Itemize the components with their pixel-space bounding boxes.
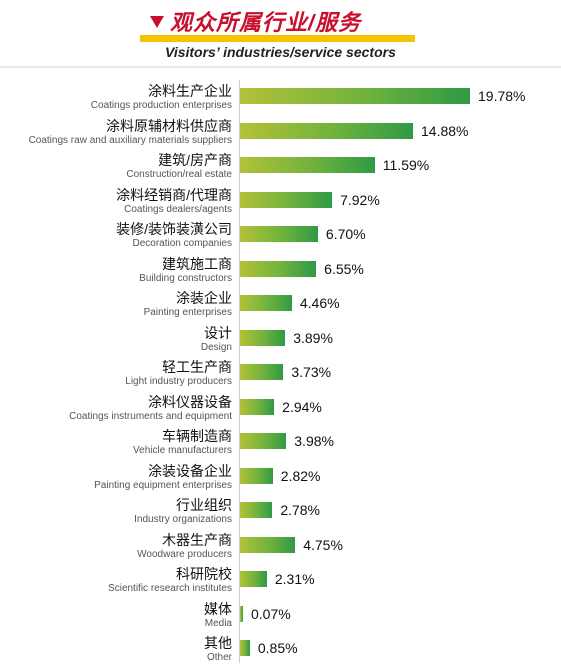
bar [240,260,317,277]
value-label: 19.78% [478,88,526,104]
value-label: 2.94% [282,398,322,415]
value-label: 2.31% [274,571,315,587]
category-label: 涂料仪器设备 [148,393,232,410]
category-label-en: Coatings production enterprises [90,100,232,111]
category-label: 涂料原辅材料供应商 [106,117,232,134]
bar [240,295,292,311]
bar [240,502,273,518]
bar [240,157,375,173]
category-label: 行业组织 [176,497,232,513]
category-label-en: Coatings dealers/agents [124,203,232,215]
category-label: 其他 [204,635,232,651]
category-label-en: Building constructors [139,272,232,284]
category-label-en: Media [204,617,232,629]
bar [240,88,470,104]
bar [240,398,275,415]
category-label: 媒体 [204,600,232,617]
category-label-en: Painting enterprises [143,307,232,318]
chart-title: 观众所属行业/服务 [170,10,362,35]
category-label-en: Decoration companies [132,238,233,249]
value-label: 6.55% [324,260,364,277]
bar [240,329,286,346]
value-label: 0.85% [257,640,298,656]
bar [240,226,318,242]
title-row: 观众所属行业/服务 [150,6,361,36]
category-label-en: Coatings instruments and equipment [69,410,232,422]
value-label: 4.75% [303,536,343,553]
category-label-en: Design [200,341,232,353]
category-label: 建筑施工商 [162,255,232,272]
header-divider [0,66,561,68]
value-label: 11.59% [382,157,430,173]
category-label: 设计 [204,324,232,341]
value-label: 4.46% [299,295,340,311]
category-label-en: Painting equipment enterprises [94,479,232,491]
value-label: 2.78% [280,502,321,518]
category-label-en: Vehicle manufacturers [133,445,232,456]
bar [240,433,287,449]
category-label-en: Construction/real estate [126,169,232,180]
value-label: 2.82% [280,467,321,484]
bar [240,364,284,380]
value-label: 14.88% [421,122,469,139]
category-label: 木器生产商 [162,531,232,548]
bar [240,571,267,587]
chart-header: 观众所属行业/服务 Visitors’ industries/service s… [0,0,561,68]
category-label: 建筑/房产商 [158,152,232,168]
bar [240,640,250,656]
category-axis-line [239,80,240,663]
category-label: 车辆制造商 [162,428,232,444]
category-label: 装修/装饰装潢公司 [116,221,232,237]
value-label: 7.92% [340,191,380,208]
bar [240,536,296,553]
category-label: 轻工生产商 [162,359,232,375]
value-label: 3.89% [293,329,333,346]
value-label: 3.73% [291,364,332,380]
category-label-en: Woodware producers [137,548,232,560]
category-label-en: Scientific research institutes [108,583,232,594]
category-label-en: Industry organizations [134,514,232,525]
category-label: 涂装设备企业 [148,462,232,479]
chart-subtitle: Visitors’ industries/service sectors [165,44,396,60]
category-label: 科研院校 [176,566,232,582]
category-label: 涂料经销商/代理商 [116,186,232,203]
category-label: 涂装企业 [176,290,232,306]
bar [240,605,243,622]
category-label-en: Coatings raw and auxiliary materials sup… [28,134,232,146]
value-label: 6.70% [325,226,366,242]
title-underline [140,35,415,42]
bar [240,122,414,139]
bar [240,191,333,208]
category-label: 涂料生产企业 [148,83,232,99]
value-label: 3.98% [294,433,334,449]
category-label-en: Other [206,652,232,663]
category-label-en: Light industry producers [125,376,232,387]
triangle-down-icon [150,16,164,28]
bar [240,467,273,484]
value-label: 0.07% [251,605,291,622]
